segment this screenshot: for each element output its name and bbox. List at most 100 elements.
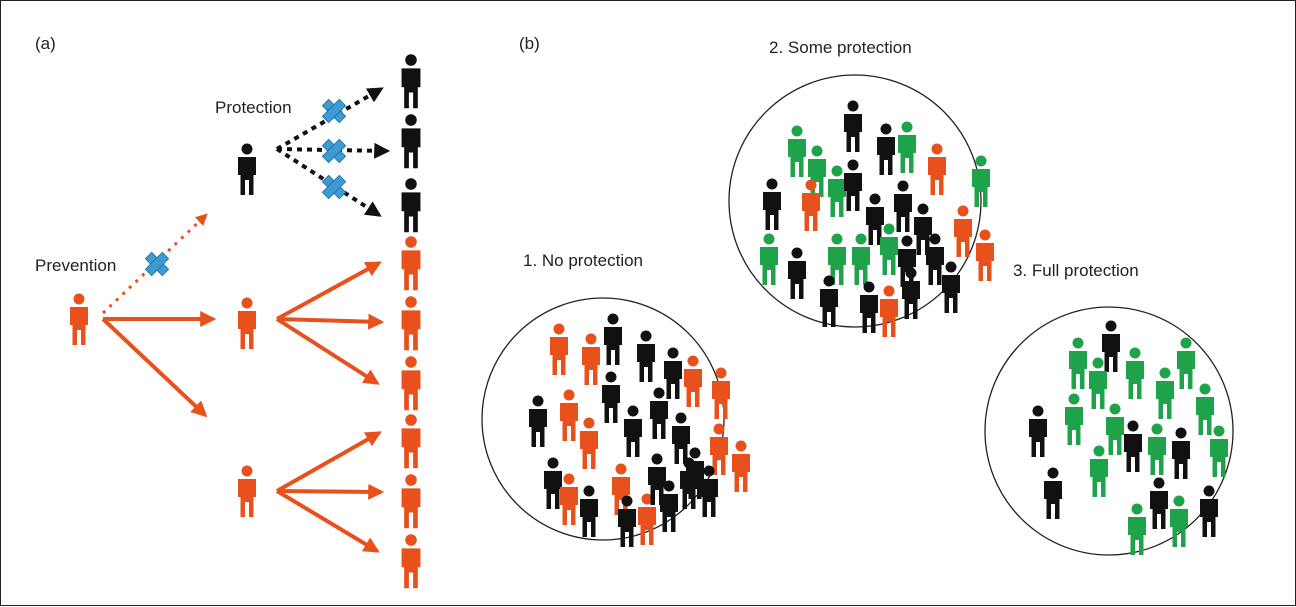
some-protection-person-icon — [828, 165, 846, 217]
full-protection-person-icon — [1069, 337, 1087, 389]
protection-label: Protection — [215, 98, 292, 117]
no-protection-person-icon — [664, 347, 682, 399]
no-protection-person-icon — [602, 371, 620, 423]
some-protection-person-icon — [972, 155, 990, 207]
infected-contact-person-icon — [238, 465, 256, 517]
full-protection-person-icon — [1089, 357, 1107, 409]
no-protection-person-icon — [638, 493, 656, 545]
some-protection-person-icon — [820, 275, 838, 327]
no-protection-person-icon — [560, 473, 578, 525]
infected-person-icon — [401, 356, 421, 411]
infected-person-icon — [401, 236, 421, 291]
some-protection-person-icon — [802, 179, 820, 231]
some-protection-person-icon — [760, 233, 778, 285]
no-protection-person-icon — [732, 440, 750, 492]
no-protection-person-icon — [680, 457, 698, 509]
no-protection-person-icon — [650, 387, 668, 439]
arrow-gen2-b — [276, 313, 385, 330]
prevention-label: Prevention — [35, 256, 116, 275]
some-protection-person-icon — [894, 180, 912, 232]
no-protection-person-icon — [612, 463, 630, 515]
full-protection-person-icon — [1156, 367, 1174, 419]
full-protection-person-icon — [1106, 403, 1124, 455]
panel-b-tag: (b) — [519, 34, 540, 53]
full-protection-person-icon — [1090, 445, 1108, 497]
no-protection-person-icon — [544, 457, 562, 509]
some-protection-person-icon — [928, 143, 946, 195]
full-protection-person-icon — [1148, 423, 1166, 475]
some-protection-person-icon — [954, 205, 972, 257]
some-protection-person-icon — [788, 247, 806, 299]
some-protection-person-icon — [880, 223, 898, 275]
no-protection-person-icon — [550, 323, 568, 375]
blocked-transmission-icon — [321, 138, 347, 164]
arrow-gen2-a — [276, 261, 382, 321]
arrow-gen2-c — [275, 317, 380, 385]
some-protection-person-icon — [763, 178, 781, 230]
no-protection-person-icon — [560, 389, 578, 441]
group-circle-full-protection — [984, 306, 1234, 556]
no-protection-person-icon — [684, 355, 702, 407]
full-protection-person-icon — [1172, 427, 1190, 479]
group-label-no-protection: 1. No protection — [523, 251, 643, 270]
infected-contact-person-icon — [238, 297, 256, 349]
some-protection-person-icon — [914, 203, 932, 255]
some-protection-person-icon — [926, 233, 944, 285]
arrow-prevented — [101, 213, 208, 315]
some-protection-person-icon — [860, 281, 878, 333]
no-protection-person-icon — [637, 330, 655, 382]
arrow-protected-b — [276, 142, 391, 159]
protected-contact-person-icon — [238, 143, 256, 195]
arrow-gen2-f — [275, 489, 380, 553]
group-label-full-protection: 3. Full protection — [1013, 261, 1139, 280]
infected-person-icon — [401, 296, 421, 351]
no-protection-person-icon — [580, 485, 598, 537]
group-circle-no-protection — [481, 297, 725, 541]
group-circle-some-protection — [728, 74, 982, 328]
no-protection-person-icon — [529, 395, 547, 447]
some-protection-person-icon — [902, 267, 920, 319]
full-protection-person-icon — [1044, 467, 1062, 519]
protected-person-icon — [401, 114, 421, 169]
people-layer — [70, 54, 1228, 589]
no-protection-person-icon — [618, 495, 636, 547]
arrow-gen2-d — [276, 431, 382, 493]
arrow-gen2-e — [276, 483, 385, 500]
some-protection-person-icon — [880, 285, 898, 337]
blocked-transmission-icon — [321, 98, 347, 124]
full-protection-person-icon — [1126, 347, 1144, 399]
some-protection-person-icon — [877, 123, 895, 175]
full-protection-person-icon — [1124, 420, 1142, 472]
blocked-transmission-icon — [321, 174, 347, 200]
some-protection-person-icon — [788, 125, 806, 177]
full-protection-person-icon — [1065, 393, 1083, 445]
no-protection-person-icon — [710, 423, 728, 475]
group-label-some-protection: 2. Some protection — [769, 38, 912, 57]
protected-person-icon — [401, 178, 421, 233]
some-protection-person-icon — [866, 193, 884, 245]
infected-person-icon — [401, 414, 421, 469]
full-protection-person-icon — [1196, 383, 1214, 435]
some-protection-person-icon — [852, 233, 870, 285]
no-protection-person-icon — [580, 417, 598, 469]
panel-a-tag: (a) — [35, 34, 56, 53]
some-protection-person-icon — [844, 159, 862, 211]
full-protection-person-icon — [1170, 495, 1188, 547]
full-protection-person-icon — [1200, 485, 1218, 537]
no-protection-person-icon — [712, 367, 730, 419]
full-protection-person-icon — [1177, 337, 1195, 389]
infected-person-icon — [401, 474, 421, 529]
some-protection-person-icon — [898, 235, 916, 287]
some-protection-person-icon — [976, 229, 994, 281]
some-protection-person-icon — [844, 100, 862, 152]
full-protection-person-icon — [1128, 503, 1146, 555]
no-protection-person-icon — [660, 480, 678, 532]
some-protection-person-icon — [942, 261, 960, 313]
crosses-layer — [144, 98, 347, 277]
protected-person-icon — [401, 54, 421, 109]
no-protection-person-icon — [604, 313, 622, 365]
infected-person-icon — [401, 534, 421, 589]
full-protection-person-icon — [1029, 405, 1047, 457]
